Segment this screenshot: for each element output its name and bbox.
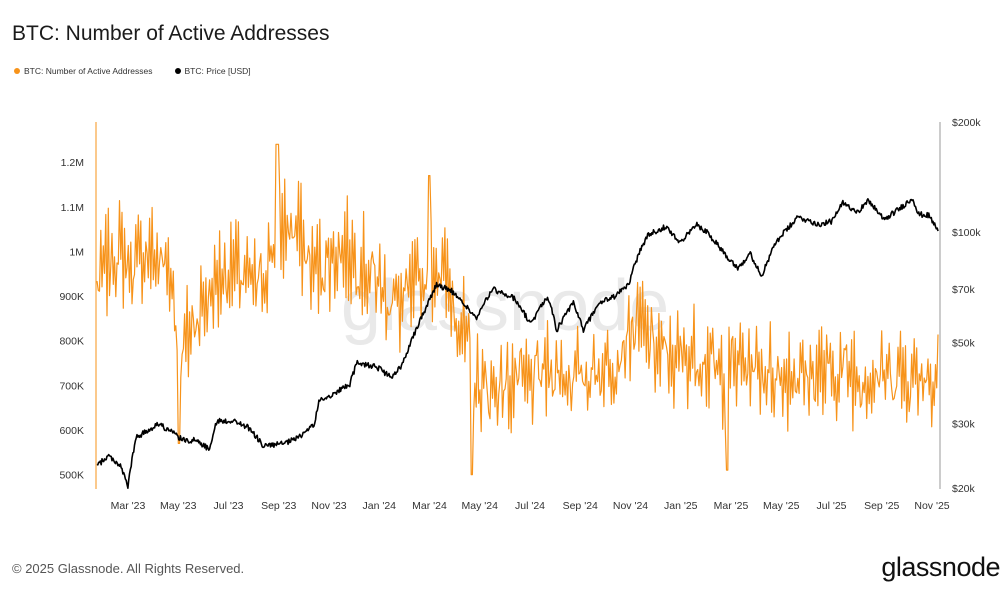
y-left-tick-label: 700K [59,380,84,392]
x-tick-label: Jan '25 [664,500,698,512]
series-active-addresses-line [96,143,939,476]
y-right-tick-label: $20k [952,483,976,495]
y-left-tick-label: 1.1M [61,202,84,214]
legend-dot-active-addresses [14,68,20,74]
x-tick-label: Nov '23 [311,500,346,512]
x-tick-label: May '24 [462,500,499,512]
chart-title: BTC: Number of Active Addresses [12,22,330,45]
footer-copyright: © 2025 Glassnode. All Rights Reserved. [12,561,245,576]
x-tick-label: Sep '24 [563,500,598,512]
x-tick-label: Mar '25 [714,500,749,512]
x-tick-label: Jul '23 [213,500,243,512]
watermark-text: glassnode [341,266,669,346]
y-left-tick-label: 1.2M [61,157,84,169]
y-left-tick-label: 1M [69,246,84,258]
x-tick-label: Jul '25 [816,500,846,512]
legend-item-price[interactable]: BTC: Price [USD] [174,66,251,76]
x-tick-label: Jul '24 [515,500,545,512]
legend-label-active-addresses: BTC: Number of Active Addresses [24,66,153,76]
x-tick-label: Mar '24 [412,500,447,512]
x-tick-label: May '25 [763,500,800,512]
y-left-tick-label: 600K [59,425,84,437]
x-tick-label: Mar '23 [111,500,146,512]
x-tick-label: May '23 [160,500,197,512]
legend-item-active-addresses[interactable]: BTC: Number of Active Addresses [14,66,153,76]
x-tick-label: Sep '23 [261,500,296,512]
y-right-tick-label: $50k [952,337,976,349]
x-tick-label: Sep '25 [864,500,899,512]
x-tick-label: Nov '25 [914,500,949,512]
chart-legend: BTC: Number of Active Addresses BTC: Pri… [14,66,251,76]
y-left-tick-label: 900K [59,291,84,303]
legend-dot-price [174,68,181,74]
y-right-tick-label: $70k [952,284,976,296]
y-right-tick-label: $200k [952,117,981,129]
glassnode-logo[interactable]: glassnode [881,552,1000,582]
x-tick-label: Nov '24 [613,500,648,512]
y-left-tick-label: 500K [59,470,84,482]
x-tick-label: Jan '24 [362,500,396,512]
y-right-tick-label: $30k [952,419,976,431]
legend-label-price: BTC: Price [USD] [184,66,251,76]
y-left-tick-label: 800K [59,336,84,348]
y-right-tick-label: $100k [952,227,981,239]
series-price-line [96,198,939,489]
